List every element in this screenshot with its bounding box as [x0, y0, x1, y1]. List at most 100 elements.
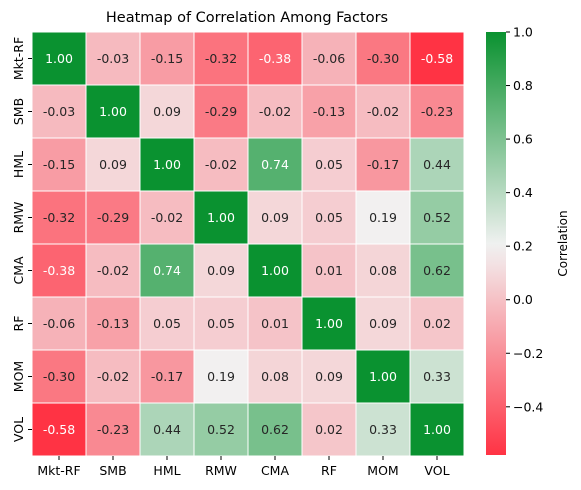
cell-value-label: 0.74 [153, 263, 181, 278]
cell-value-label: 1.00 [315, 316, 343, 331]
heatmap-cell [301, 31, 357, 86]
cell-value-label: -0.06 [313, 51, 345, 66]
cell-value-label: 0.09 [99, 157, 127, 172]
heatmap-cell [409, 349, 465, 404]
cell-value-label: -0.02 [367, 104, 399, 119]
heatmap-cell [247, 137, 303, 192]
colorbar-tick-label: 0.0 [513, 292, 533, 307]
cell-value-label: 0.02 [315, 422, 343, 437]
cell-value-label: 0.09 [207, 263, 235, 278]
cell-value-label: -0.30 [367, 51, 399, 66]
cell-value-label: -0.03 [97, 51, 129, 66]
heatmap-cell [85, 137, 141, 192]
heatmap-cell [247, 349, 303, 404]
colorbar-tick-label: −0.2 [513, 346, 543, 361]
cell-value-label: -0.38 [43, 263, 75, 278]
cell-value-label: -0.02 [97, 369, 129, 384]
heatmap-cell [355, 349, 411, 404]
colorbar-label: Correlation [556, 210, 570, 276]
cell-value-label: 0.05 [153, 316, 181, 331]
colorbar: 1.0 0.8 0.6 0.4 0.2 0.0 −0.2 −0.4 Correlation [486, 25, 570, 455]
heatmap-cell [85, 349, 141, 404]
column-label: VOL [424, 463, 449, 478]
cell-value-label: 0.74 [261, 157, 289, 172]
heatmap-cell [31, 31, 87, 86]
heatmap-cell [193, 84, 249, 139]
heatmap-cell [193, 243, 249, 298]
colorbar-tick-label: 0.6 [513, 132, 533, 147]
row-labels: Mkt-RF SMB HML RMW CMA RF MOM VOL [11, 37, 32, 442]
cell-value-label: -0.32 [205, 51, 237, 66]
heatmap-cell [193, 137, 249, 192]
cell-value-label: -0.58 [43, 422, 75, 437]
cell-value-label: 0.19 [369, 210, 397, 225]
cell-value-label: 0.19 [207, 369, 235, 384]
heatmap-cell [31, 190, 87, 245]
cell-value-label: 1.00 [423, 422, 451, 437]
heatmap-cell [301, 349, 357, 404]
heatmap-cell [193, 190, 249, 245]
cell-value-label: 0.02 [423, 316, 451, 331]
cell-value-label: -0.30 [43, 369, 75, 384]
row-label: Mkt-RF [11, 37, 26, 80]
cell-value-label: 0.05 [315, 157, 343, 172]
cell-value-label: -0.15 [43, 157, 75, 172]
colorbar-tick-label: 0.4 [513, 185, 533, 200]
chart-title: Heatmap of Correlation Among Factors [106, 10, 388, 26]
row-label: CMA [11, 256, 26, 285]
heatmap-cell [247, 296, 303, 351]
cell-value-label: -0.29 [97, 210, 129, 225]
heatmap-cell [409, 243, 465, 298]
cell-value-label: -0.38 [259, 51, 291, 66]
cell-value-label: -0.13 [313, 104, 345, 119]
cell-value-label: 0.09 [315, 369, 343, 384]
heatmap-cell [301, 296, 357, 351]
column-labels: Mkt-RF SMB HML RMW CMA RF MOM VOL [37, 456, 450, 478]
colorbar-tick-label: 1.0 [513, 25, 533, 40]
column-label: Mkt-RF [37, 463, 80, 478]
heatmap-cell [139, 190, 195, 245]
column-label: RF [321, 463, 337, 478]
row-label: MOM [11, 361, 26, 392]
heatmap-cell [139, 402, 195, 457]
heatmap-cell [247, 243, 303, 298]
cell-value-label: 0.01 [315, 263, 343, 278]
heatmap-cell [355, 190, 411, 245]
heatmap-cell [409, 137, 465, 192]
colorbar-tick-label: 0.2 [513, 239, 533, 254]
column-label: MOM [367, 463, 398, 478]
cell-value-label: 1.00 [261, 263, 289, 278]
row-label: HML [11, 151, 26, 178]
cell-value-label: 0.62 [423, 263, 451, 278]
cell-value-label: 0.09 [369, 316, 397, 331]
heatmap-cell [409, 31, 465, 86]
row-label: RMW [11, 202, 26, 234]
heatmap-cell [301, 137, 357, 192]
heatmap-cell [355, 243, 411, 298]
column-label: CMA [261, 463, 290, 478]
cell-value-label: 0.44 [153, 422, 181, 437]
column-label: HML [153, 463, 180, 478]
heatmap-cell [409, 84, 465, 139]
cell-value-label: -0.02 [151, 210, 183, 225]
colorbar-gradient [486, 32, 506, 455]
heatmap-cell [85, 84, 141, 139]
heatmap-cells: 1.00 -0.03 -0.15 -0.32 -0.38 -0.06 -0.30 -0.58 -… [31, 31, 465, 457]
cell-value-label: -0.13 [97, 316, 129, 331]
colorbar-tick-label: −0.4 [513, 399, 543, 414]
heatmap-cell [355, 137, 411, 192]
cell-value-label: 0.08 [261, 369, 289, 384]
cell-value-label: -0.32 [43, 210, 75, 225]
colorbar-tick-label: 0.8 [513, 78, 533, 93]
heatmap-cell [247, 402, 303, 457]
cell-value-label: 0.33 [369, 422, 397, 437]
heatmap-cell [85, 31, 141, 86]
heatmap-cell [247, 190, 303, 245]
cell-value-label: -0.23 [421, 104, 453, 119]
cell-value-label: 0.09 [261, 210, 289, 225]
heatmap-cell [409, 402, 465, 457]
cell-value-label: -0.17 [151, 369, 183, 384]
cell-value-label: 1.00 [99, 104, 127, 119]
cell-value-label: -0.02 [259, 104, 291, 119]
heatmap-cell [139, 137, 195, 192]
